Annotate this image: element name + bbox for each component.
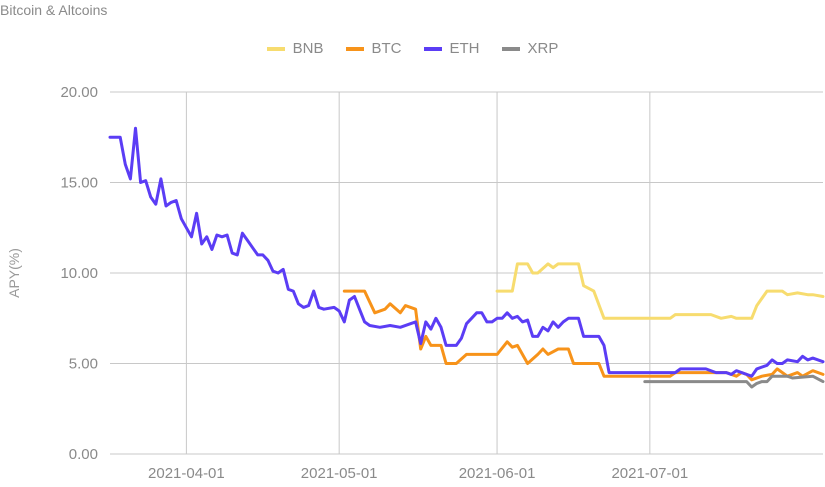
legend-label-eth: ETH: [449, 40, 480, 57]
x-tick-label: 2021-04-01: [148, 465, 225, 482]
legend-swatch-eth: [423, 46, 442, 51]
legend-item-xrp[interactable]: XRP: [501, 40, 559, 57]
legend-item-eth[interactable]: ETH: [423, 40, 480, 57]
y-tick-label: 15.00: [60, 175, 98, 192]
series-line-bnb: [495, 262, 825, 320]
legend-label-bnb: BNB: [292, 40, 324, 57]
chart-title: Bitcoin & Altcoins: [0, 2, 108, 18]
y-tick-label: 10.00: [60, 265, 98, 282]
legend-label-xrp: XRP: [527, 40, 559, 57]
legend-swatch-xrp: [501, 46, 520, 51]
series-line-btc: [342, 289, 825, 382]
legend-item-bnb[interactable]: BNB: [266, 40, 324, 57]
y-axis-label: APY(%): [6, 248, 22, 298]
legend-swatch-btc: [345, 46, 364, 51]
series-line-xrp: [643, 374, 825, 389]
x-tick-label: 2021-07-01: [611, 465, 688, 482]
y-tick-label: 20.00: [60, 84, 98, 101]
legend-item-btc[interactable]: BTC: [345, 40, 402, 57]
y-tick-label: 0.00: [69, 446, 98, 463]
x-tick-label: 2021-05-01: [301, 465, 378, 482]
chart-legend: BNB BTC ETH XRP: [0, 40, 825, 57]
series-line-eth: [108, 126, 825, 378]
legend-swatch-bnb: [266, 46, 285, 51]
x-tick-label: 2021-06-01: [459, 465, 536, 482]
legend-label-btc: BTC: [371, 40, 402, 57]
y-tick-label: 5.00: [69, 356, 98, 373]
